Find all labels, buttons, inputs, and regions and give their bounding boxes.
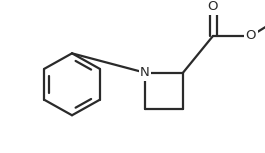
Text: N: N — [140, 66, 150, 79]
Text: O: O — [208, 0, 218, 13]
Text: O: O — [246, 29, 256, 42]
